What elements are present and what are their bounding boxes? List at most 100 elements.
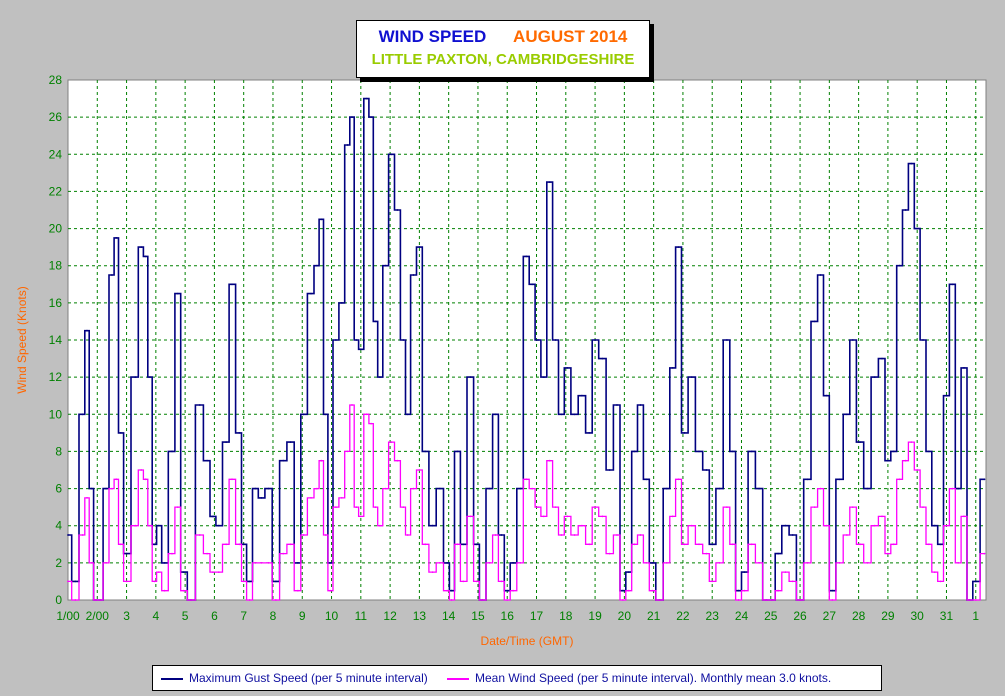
mean-point (887, 552, 889, 555)
mean-point (945, 524, 948, 527)
gust-point (813, 320, 816, 323)
mean-point (111, 487, 113, 490)
mean-point (665, 562, 668, 564)
gust-point (851, 339, 854, 341)
mean-point (983, 552, 986, 555)
x-tick-label: 17 (530, 609, 544, 623)
mean-point (384, 487, 387, 490)
mean-point (254, 562, 257, 564)
mean-point (784, 571, 787, 573)
x-tick-label: 21 (647, 609, 661, 623)
gust-point (627, 571, 630, 573)
x-tick-label: 18 (559, 609, 573, 623)
gust-point (469, 376, 472, 378)
mean-point (974, 599, 977, 601)
mean-point (370, 422, 372, 425)
gust-point (335, 339, 337, 341)
mean-point (898, 478, 901, 481)
gust-point (933, 524, 936, 527)
gust-point (705, 469, 708, 471)
x-tick-label: 4 (153, 609, 160, 623)
x-tick-label: 20 (618, 609, 632, 623)
mean-point (806, 562, 809, 564)
mean-point (374, 506, 377, 508)
legend-label-mean: Mean Wind Speed (per 5 minute interval).… (475, 671, 832, 685)
mean-point (683, 543, 686, 546)
gust-point (157, 524, 160, 527)
mean-point (881, 515, 883, 518)
gust-point (881, 357, 883, 360)
mean-point (217, 571, 220, 573)
x-tick-label: 9 (299, 609, 306, 623)
x-tick-label: 31 (940, 609, 954, 623)
mean-point (866, 562, 869, 564)
x-axis-ticks: 1/00 2/00 3 4 5 6 7 8 9 10 11 12 13 14 15 16 17 18 19 20 21 2… (56, 609, 979, 623)
gust-point (242, 543, 245, 546)
mean-point (81, 534, 84, 536)
gust-point (846, 413, 848, 416)
series-mean (67, 404, 986, 601)
mean-point (355, 506, 358, 508)
mean-point (548, 459, 551, 462)
gust-point (374, 320, 377, 323)
mean-point (157, 571, 160, 573)
mean-point (726, 506, 728, 508)
mean-point (163, 589, 166, 592)
gust-point (665, 487, 668, 490)
mean-point (212, 571, 214, 573)
mean-point (324, 534, 327, 536)
mean-point (176, 506, 179, 508)
gust-point (289, 441, 292, 443)
mean-point (125, 580, 128, 583)
gust-point (206, 459, 209, 462)
mean-point (690, 524, 693, 527)
x-tick-label: 2/00 (86, 609, 110, 623)
mean-point (365, 413, 368, 416)
gust-point (379, 376, 381, 378)
gust-point (683, 432, 686, 434)
mean-point (231, 478, 233, 481)
mean-point (320, 459, 323, 462)
gust-point (731, 450, 734, 453)
gust-point (750, 450, 753, 453)
y-tick-label: 28 (49, 73, 63, 87)
mean-point (412, 487, 415, 490)
mean-point (506, 599, 509, 601)
mean-point (560, 534, 563, 536)
x-tick-label: 23 (706, 609, 720, 623)
gust-point (718, 487, 721, 490)
x-tick-label: 6 (211, 609, 218, 623)
gust-point (726, 339, 728, 341)
mean-point (677, 478, 680, 481)
gust-point (171, 450, 173, 453)
legend: Maximum Gust Speed (per 5 minute interva… (152, 665, 882, 691)
y-tick-label: 16 (49, 296, 63, 310)
y-tick-label: 12 (49, 370, 63, 384)
x-tick-label: 28 (852, 609, 866, 623)
y-tick-label: 2 (55, 556, 62, 570)
mean-point (873, 524, 876, 527)
gust-point (537, 339, 539, 341)
mean-point (957, 562, 960, 564)
mean-point (206, 552, 209, 555)
gust-point (910, 162, 913, 165)
gust-point (302, 413, 305, 416)
gust-point (340, 302, 343, 304)
mean-point (297, 589, 299, 592)
gust-point (462, 543, 465, 546)
gust-point (149, 376, 151, 378)
mean-point (90, 562, 93, 564)
mean-point (859, 543, 861, 546)
gust-point (633, 450, 636, 453)
mean-point (267, 562, 270, 564)
mean-point (525, 478, 528, 481)
gust-point (548, 181, 551, 184)
y-tick-label: 26 (49, 110, 63, 124)
gust-point (125, 552, 128, 555)
mean-point (718, 562, 721, 564)
gust-point (217, 524, 220, 527)
gust-point (892, 450, 895, 453)
mean-point (743, 589, 746, 592)
mean-point (402, 506, 405, 508)
